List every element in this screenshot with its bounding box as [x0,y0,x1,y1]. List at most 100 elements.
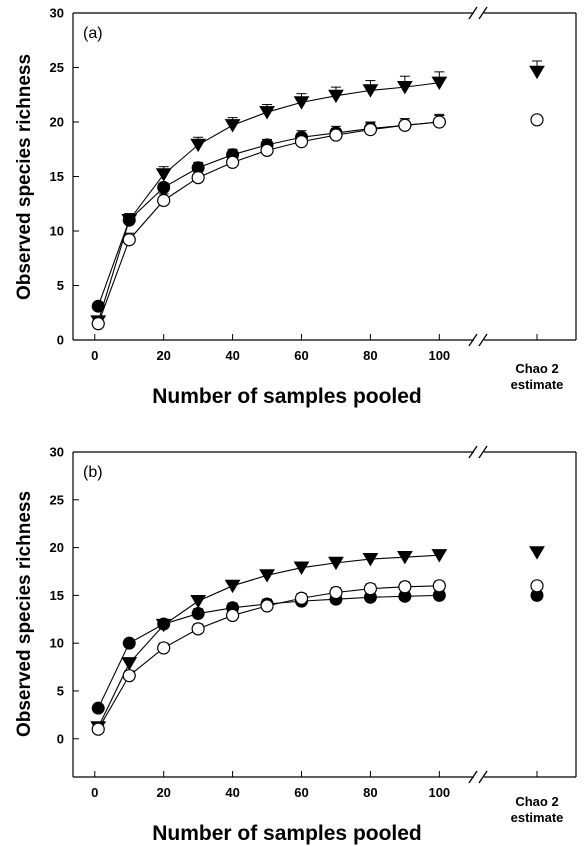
panel-label: (a) [83,25,103,42]
axes-layer: 0 5 10 15 20 25 30 0 20 40 60 80 100 [50,6,577,363]
marker-circle-open [398,118,412,132]
series-line [97,554,440,728]
y-tick-label: 20 [50,540,64,555]
x-tick-label: 60 [294,785,308,800]
axis-break-mark [478,333,488,347]
chao2-label-line2: estimate [511,810,564,825]
marker-triangle [529,65,545,80]
marker-triangle [155,168,172,182]
axis-break-mark [468,445,478,459]
x-tick-label: 40 [225,348,239,363]
marker-circle-open [294,591,309,605]
axis-break-mark [468,6,478,20]
marker-triangle [328,89,344,104]
axis-break-mark [468,770,478,784]
y-tick-label: 25 [50,60,64,75]
marker-circle-open [226,155,240,169]
panel-a: (a) Observed species richness Number of … [14,6,577,408]
axes-layer: 0 5 10 15 20 25 30 0 20 40 60 80 100 [50,445,577,800]
marker-circle-open [157,641,171,655]
marker-circle-open [122,669,136,683]
x-tick-label: 20 [156,785,170,800]
marker-circle-filled [91,701,105,715]
x-tick-label: 100 [428,785,450,800]
marker-circle-open [530,579,544,593]
y-tick-label: 15 [50,169,64,184]
marker-triangle [121,657,138,671]
marker-circle-open [530,113,544,127]
marker-circle-filled [122,636,136,650]
marker-circle-open [191,622,205,636]
x-axis-title: Number of samples pooled [152,822,422,845]
x-tick-label: 0 [91,348,98,363]
marker-circle-open [91,317,105,331]
y-tick-label: 10 [50,224,64,239]
y-tick-label: 0 [57,333,64,348]
y-axis-title: Observed species richness [14,491,35,737]
series-line [97,82,440,322]
series-2 [91,113,544,331]
marker-triangle [190,595,207,609]
marker-triangle [224,579,241,594]
marker-circle-open [363,582,378,596]
marker-circle-open [157,193,171,208]
x-tick-label: 20 [156,348,170,363]
marker-circle-open [226,608,240,623]
marker-circle-open [398,580,412,594]
x-tick-label: 80 [363,348,377,363]
x-tick-label: 80 [363,785,377,800]
x-tick-label: 40 [225,785,239,800]
y-tick-label: 30 [50,6,64,21]
marker-triangle [190,138,207,153]
marker-triangle [259,569,275,583]
marks-layer [90,60,545,331]
marker-circle-open [122,233,136,247]
marker-circle-open [329,128,343,142]
x-axis-title: Number of samples pooled [152,385,422,408]
marker-circle-open [260,143,274,157]
marker-circle-open [432,115,446,129]
marker-circle-filled [91,299,105,313]
marker-triangle [431,549,448,563]
panel-label: (b) [83,464,103,481]
y-tick-label: 20 [50,115,64,130]
panel-b: (b) Observed species richness Number of … [14,445,577,845]
axis-break-mark [478,445,488,459]
chao2-label-line2: estimate [511,377,564,392]
marker-triangle [293,96,310,110]
y-tick-label: 15 [50,588,64,603]
marker-triangle [431,76,448,91]
marker-circle-open [329,585,343,600]
marker-circle-open [260,599,274,613]
series-0 [90,546,545,735]
marker-triangle [362,84,379,98]
y-tick-label: 25 [50,492,64,507]
marker-circle-open [294,135,309,149]
x-tick-label: 100 [428,348,450,363]
marker-triangle [224,119,241,133]
series-2 [91,579,544,736]
axis-break-mark [478,770,488,784]
marker-circle-filled [191,607,205,621]
x-tick-label: 60 [294,348,308,363]
marker-triangle [362,552,379,567]
marks-layer [90,546,545,736]
marker-triangle [328,556,344,571]
axis-break-mark [468,333,478,347]
marker-triangle [396,551,413,565]
marker-circle-filled [157,617,171,631]
chao2-label-line1: Chao 2 [515,794,558,809]
marker-triangle [396,81,413,95]
y-tick-label: 10 [50,636,64,651]
y-tick-label: 5 [57,683,64,698]
marker-triangle [293,561,310,575]
x-tick-label: 0 [91,785,98,800]
marker-circle-filled [157,180,171,194]
marker-triangle [529,546,545,560]
marker-circle-open [191,170,205,185]
y-tick-label: 30 [50,445,64,460]
y-tick-label: 5 [57,278,64,293]
marker-circle-filled [122,213,136,227]
marker-circle-open [363,123,378,137]
